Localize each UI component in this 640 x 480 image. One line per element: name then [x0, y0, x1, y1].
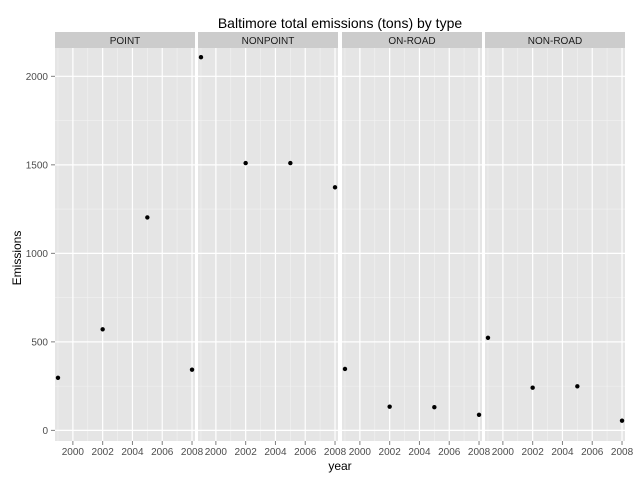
panel-background	[55, 48, 195, 441]
panel-background	[342, 48, 482, 441]
x-tick-label: 2006	[438, 447, 461, 458]
x-tick-label: 2008	[611, 447, 634, 458]
data-point	[476, 412, 482, 417]
facet-panel-point: POINT 2000 2002 2004 2006 2008	[55, 32, 204, 458]
data-point	[619, 418, 625, 423]
x-tick-label: 2002	[379, 447, 402, 458]
x-tick-label: 2008	[181, 447, 204, 458]
x-tick-label: 2006	[294, 447, 317, 458]
x-tick-label: 2004	[408, 447, 431, 458]
x-tick-label: 2008	[324, 447, 347, 458]
data-point	[288, 160, 293, 166]
y-axis: 0 500 1000 1500 2000	[26, 72, 55, 437]
x-tick-label: 2004	[264, 447, 287, 458]
data-point	[198, 55, 204, 60]
data-point	[485, 335, 491, 340]
facet-strip-label: NON-ROAD	[528, 36, 582, 47]
x-tick-label: 2002	[522, 447, 545, 458]
chart-title: Baltimore total emissions (tons) by type	[218, 15, 463, 31]
y-tick-label: 0	[42, 426, 48, 437]
data-point	[55, 375, 61, 381]
facet-panel-nonpoint: NONPOINT 2000 2002 2004 2006 2008	[198, 32, 347, 458]
data-point	[332, 185, 338, 190]
facet-strip	[485, 32, 625, 48]
x-tick-label: 2004	[121, 447, 144, 458]
x-tick-label: 2000	[62, 447, 85, 458]
data-point	[342, 366, 348, 372]
x-tick-label: 2002	[235, 447, 258, 458]
x-tick-label: 2000	[205, 447, 228, 458]
data-point	[387, 404, 392, 409]
facet-strip-label: ON-ROAD	[388, 36, 435, 47]
y-axis-title: Emissions	[10, 231, 24, 286]
x-tick-label: 2004	[551, 447, 574, 458]
facet-strip	[198, 32, 338, 48]
y-tick-label: 1500	[26, 160, 49, 171]
data-point	[189, 367, 195, 372]
panel-background	[485, 48, 625, 441]
y-tick-label: 1000	[26, 249, 49, 260]
data-point	[530, 385, 535, 390]
x-tick-label: 2000	[349, 447, 372, 458]
x-axis-title: year	[328, 459, 351, 473]
y-tick-label: 2000	[26, 72, 49, 83]
data-point	[243, 160, 248, 166]
y-tick-label: 500	[31, 337, 48, 348]
facet-panel-on-road: ON-ROAD 2000 2002 2004 2006 2008	[342, 32, 491, 458]
x-tick-label: 2002	[92, 447, 115, 458]
data-point	[100, 327, 105, 332]
x-tick-label: 2006	[151, 447, 174, 458]
facet-strip-label: POINT	[110, 36, 141, 47]
data-point	[432, 404, 437, 410]
data-point	[145, 215, 150, 220]
facet-strip	[342, 32, 482, 48]
facet-strip	[55, 32, 195, 48]
x-tick-label: 2006	[581, 447, 604, 458]
x-tick-label: 2000	[492, 447, 515, 458]
data-point	[575, 384, 580, 389]
panel-background	[198, 48, 338, 441]
facet-panel-non-road: NON-ROAD 2000 2002 2004 2006 2008	[485, 32, 634, 458]
facet-strip-label: NONPOINT	[242, 36, 295, 47]
x-tick-label: 2008	[468, 447, 491, 458]
